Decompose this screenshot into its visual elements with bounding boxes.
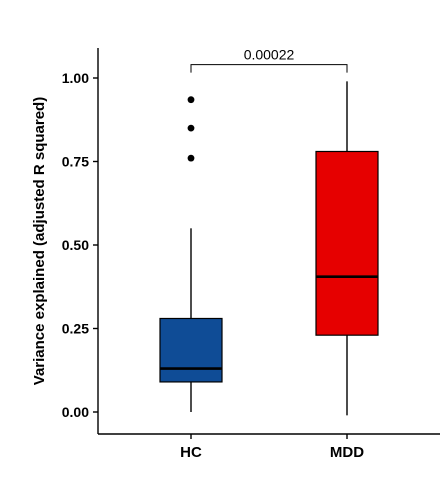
outlier-point [187,124,195,132]
x-tick-label: MDD [330,444,364,461]
y-tick-label: 0.25 [62,321,89,337]
y-tick-label: 0.50 [62,237,89,253]
significance-bracket: 0.00022 [190,47,348,73]
y-tick-label: 1.00 [62,70,89,86]
outlier-point [187,154,195,162]
iqr-box [159,317,223,383]
bracket-line [190,64,348,73]
p-value-label: 0.00022 [244,47,295,63]
outlier-point [187,96,195,104]
x-ticks: HC MDD [180,434,364,461]
iqr-box [315,150,379,336]
y-tick-label: 0.75 [62,154,89,170]
box-series [159,81,379,416]
x-tick-label: HC [180,444,202,461]
y-tick-label: 0.00 [62,404,89,420]
y-ticks: 0.00 0.25 0.50 0.75 1.00 [62,70,98,420]
box-hc [159,96,223,412]
box-mdd [315,81,379,416]
y-axis-label: Variance explained (adjusted R squared) [31,97,48,385]
annotations: 0.00022 [190,47,348,73]
axes [97,48,440,435]
